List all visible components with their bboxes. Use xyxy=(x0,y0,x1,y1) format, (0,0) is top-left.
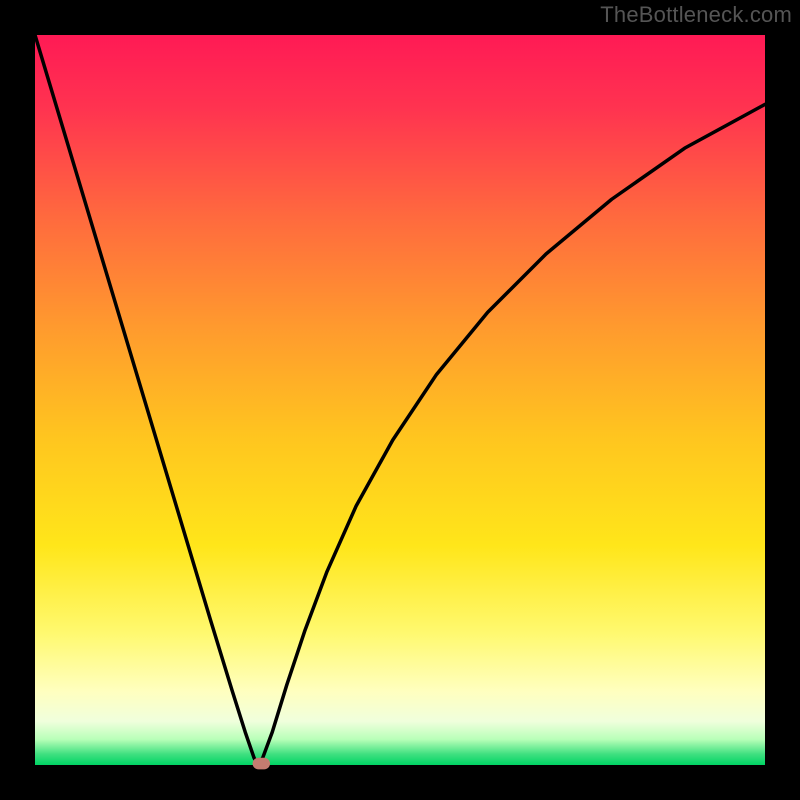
chart-svg xyxy=(0,0,800,800)
optimal-point-marker xyxy=(253,758,271,770)
bottleneck-chart: TheBottleneck.com xyxy=(0,0,800,800)
